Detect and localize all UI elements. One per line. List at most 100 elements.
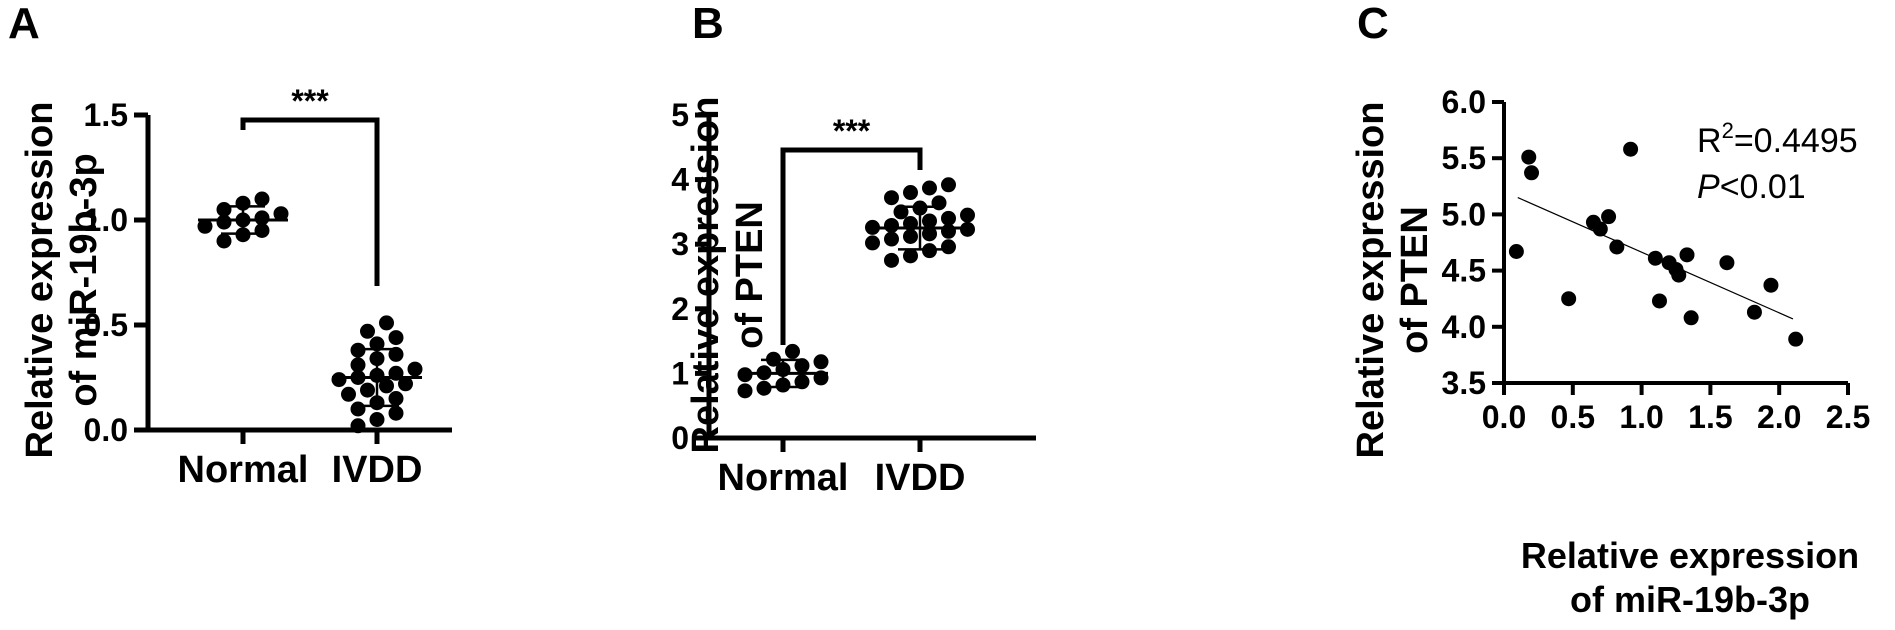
panel-c-r2-value: =0.4495 [1734, 122, 1858, 160]
panel-c-ytick-label: 5.5 [1442, 140, 1486, 176]
panel-a-point [350, 401, 366, 417]
panel-c-point [1763, 277, 1779, 293]
panel-b-point [960, 221, 975, 237]
panel-c-xtick-label: 0.5 [1551, 399, 1595, 435]
panel-a-point [379, 315, 394, 331]
panel-c-point [1592, 221, 1608, 237]
panel-c-point [1651, 293, 1667, 309]
panel-a-point [350, 357, 366, 373]
panel-c-ylabel-line1: Relative expression [1350, 102, 1392, 459]
panel-b-point [941, 210, 956, 226]
panel-c-p-annotation: P<0.01 [1697, 168, 1806, 206]
panel-c-point [1719, 255, 1735, 271]
panel-b-point [931, 195, 947, 211]
panel-b-significance-bracket [780, 147, 923, 345]
panel-a-point [379, 378, 394, 394]
panel-b-point [941, 177, 956, 193]
panel-c-point [1561, 291, 1577, 307]
panel-a-ytick-label: 0.0 [84, 412, 128, 448]
panel-b-ylabel-line2: of PTEN [729, 201, 771, 349]
panel-a-point [216, 233, 232, 249]
panel-c-r2-label: R [1697, 122, 1722, 160]
panel-c-point [1524, 165, 1540, 181]
panel-c-xtick-label: 2.5 [1826, 399, 1870, 435]
panel-a-point [273, 206, 289, 222]
panel-a-point [407, 361, 423, 377]
panel-b-point [785, 343, 800, 359]
panel-c-xtick-label: 1.0 [1619, 399, 1663, 435]
panel-b-ytick-label: 2 [671, 291, 689, 327]
panel-b-point [922, 213, 937, 229]
panel-c-xlabel-line1: Relative expression [1521, 535, 1859, 576]
panel-c-point [1683, 310, 1699, 326]
panel-c-ytick-label: 4.5 [1442, 253, 1486, 289]
panel-b-ytick-label: 5 [671, 97, 689, 133]
panel-b-point [884, 252, 899, 268]
panel-letter-b: B [692, 0, 724, 48]
panel-b-point [794, 358, 810, 374]
panel-b-point [884, 217, 899, 233]
panel-c-p-label: P [1697, 168, 1720, 206]
panel-c-ylabel-line2: of PTEN [1394, 206, 1436, 354]
panel-a-point [254, 191, 270, 207]
panel-b-point [737, 383, 753, 399]
panel-b-ylabel: Relative expression of PTEN [685, 97, 771, 454]
panel-b-ytick-label: 4 [671, 162, 689, 198]
panel-a-ylabel-line1: Relative expression [19, 102, 61, 459]
panel-a-point [331, 372, 347, 388]
panel-b-point [813, 354, 829, 370]
panel-b-point [941, 239, 956, 255]
panel-c-ytick-label: 4.0 [1442, 309, 1486, 345]
panel-a-category-ivdd: IVDD [332, 449, 423, 491]
panel-c-point [1788, 331, 1804, 347]
panel-c: C Relative expression of PTEN Relative e… [1350, 0, 1870, 620]
panel-a-point [388, 346, 404, 362]
panel-b-point [960, 207, 975, 223]
panel-a-point [350, 418, 366, 434]
panel-b-point [903, 248, 918, 264]
panel-b-ytick-label: 0 [671, 420, 689, 456]
panel-a-ytick-label: 1.5 [84, 97, 128, 133]
panel-a-point [369, 412, 385, 427]
panel-a-point [216, 214, 232, 230]
panel-c-xtick-label: 1.5 [1688, 399, 1732, 435]
panel-c-point [1521, 149, 1537, 165]
panel-c-p-value: <0.01 [1720, 168, 1806, 206]
panel-b-point [865, 235, 880, 251]
panel-b-point [884, 231, 899, 247]
panel-c-point [1623, 141, 1639, 157]
panel-c-r2-annotation: R2=0.4495 [1697, 118, 1858, 160]
panel-c-r2-superscript: 2 [1722, 118, 1734, 143]
panel-c-point [1508, 243, 1524, 259]
panel-b-point [794, 374, 810, 390]
panel-c-ytick-label: 5.0 [1442, 196, 1486, 232]
panel-b-point [756, 380, 772, 396]
panel-c-point [1647, 250, 1663, 266]
panel-b-point [922, 226, 937, 242]
panel-a-ytick-label: 0.5 [84, 307, 128, 343]
panel-c-ytick-label: 3.5 [1442, 365, 1486, 401]
panel-a-category-normal: Normal [178, 449, 309, 491]
panel-c-point [1601, 209, 1617, 225]
panel-b-point [922, 180, 937, 196]
panel-c-point [1679, 247, 1695, 263]
panel-b-point [903, 185, 918, 201]
panel-a-point [254, 210, 270, 226]
panel-b: B Relative expression of PTEN Normal IVD… [671, 0, 1036, 499]
panel-c-xlabel-line2: of miR-19b-3p [1570, 579, 1810, 620]
panel-a-point [398, 376, 413, 392]
panel-a-point [197, 218, 213, 234]
panel-c-point [1609, 239, 1625, 255]
panel-c-ylabel: Relative expression of PTEN [1350, 102, 1436, 459]
panel-c-xtick-label: 0.0 [1482, 399, 1526, 435]
panel-a-point [388, 330, 404, 346]
panel-b-category-ivdd: IVDD [875, 457, 966, 499]
panel-b-point [884, 190, 899, 206]
panel-a-ylabel: Relative expression of miR-19b-3p [19, 102, 105, 459]
panel-a-point [360, 323, 375, 339]
panel-a-significance-bracket [240, 117, 380, 286]
panel-a-point [341, 386, 356, 402]
panel-c-point [1746, 304, 1762, 320]
panel-c-xtick-label: 2.0 [1757, 399, 1801, 435]
panel-b-ylabel-line1: Relative expression [685, 97, 727, 454]
